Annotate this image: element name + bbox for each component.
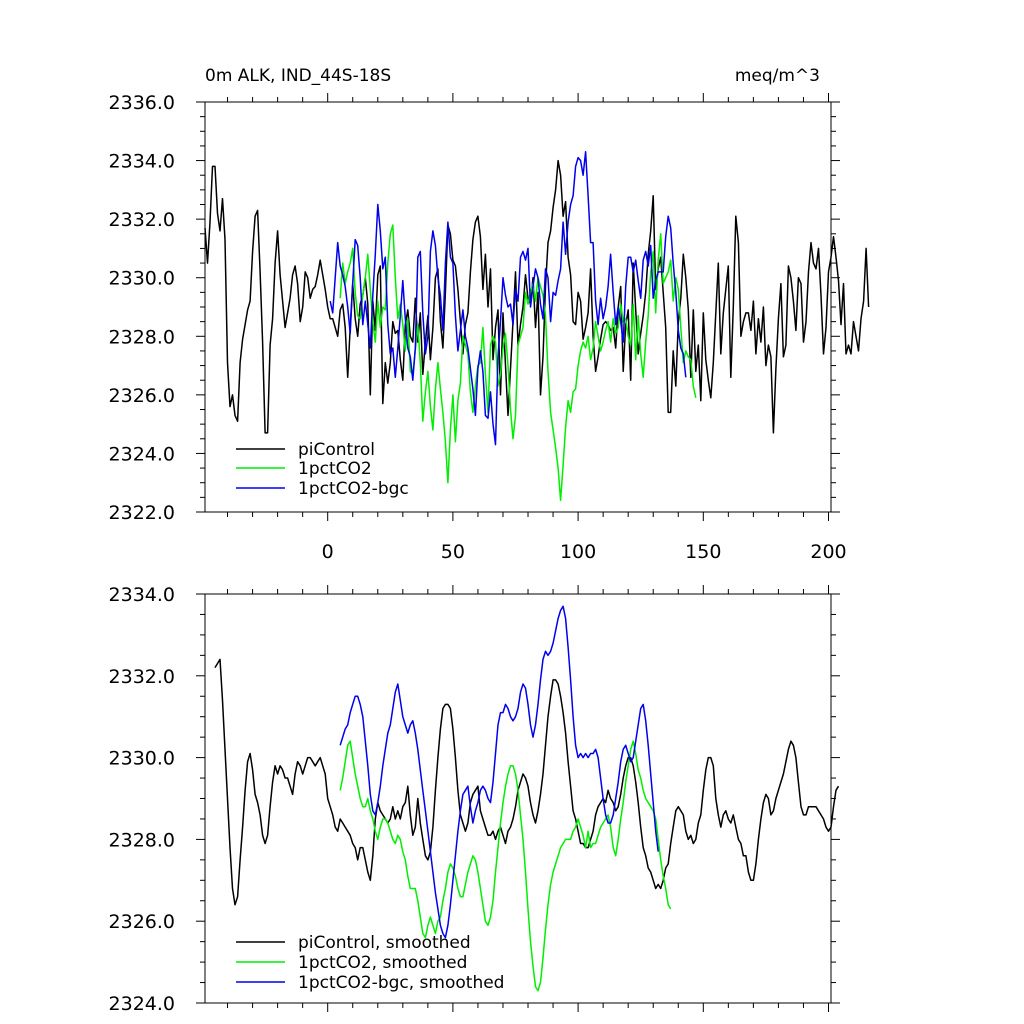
- y-tick-label: 2326.0: [109, 911, 175, 933]
- legend-label-1pctco2: 1pctCO2: [298, 459, 372, 479]
- y-tick-label: 2334.0: [109, 151, 175, 173]
- top-panel-series: [204, 151, 870, 502]
- y-tick-label: 2328.0: [109, 829, 175, 851]
- y-tick-label: 2330.0: [109, 268, 175, 290]
- legend-label-picontrol-smoothed: piControl, smoothed: [298, 933, 471, 953]
- top-panel-title: 0m ALK, IND_44S-18S: [205, 66, 391, 86]
- top-panel-axes: 0 50 100 150 200 2322.0 2324.0 2326.0 2328.0 2330…: [109, 92, 847, 563]
- x-tick-label: 50: [441, 541, 465, 563]
- series-line-1pctco2-smoothed: [339, 740, 672, 992]
- series-line-1pctco2: [339, 224, 697, 502]
- top-panel: 0m ALK, IND_44S-18S meq/m^3 0 50 100 150 200…: [109, 66, 870, 563]
- x-tick-label: 100: [560, 541, 596, 563]
- y-tick-label: 2324.0: [109, 443, 175, 465]
- y-tick-label: 2332.0: [109, 666, 175, 688]
- top-panel-units: meq/m^3: [735, 66, 820, 86]
- legend-label-1pctco2-bgc: 1pctCO2-bgc: [298, 479, 409, 499]
- series-line-1pctco2-bgc: [329, 151, 687, 446]
- bottom-panel-axes: 2324.0 2326.0 2328.0 2330.0 2332.0 2334.0: [109, 584, 840, 1015]
- legend-label-picontrol: piControl: [298, 440, 375, 460]
- y-tick-label: 2332.0: [109, 209, 175, 231]
- y-tick-label: 2322.0: [109, 502, 175, 524]
- bottom-panel: 2324.0 2326.0 2328.0 2330.0 2332.0 2334.0 piC…: [109, 584, 840, 1015]
- y-tick-label: 2324.0: [109, 993, 175, 1015]
- legend-label-1pctco2-bgc-smoothed: 1pctCO2-bgc, smoothed: [298, 973, 504, 993]
- x-tick-label: 0: [322, 541, 334, 563]
- legend-label-1pctco2-smoothed: 1pctCO2, smoothed: [298, 953, 467, 973]
- x-tick-label: 150: [685, 541, 721, 563]
- bottom-panel-legend: piControl, smoothed 1pctCO2, smoothed 1p…: [236, 933, 504, 993]
- y-tick-label: 2336.0: [109, 92, 175, 114]
- series-line-picontrol-smoothed: [214, 658, 840, 906]
- y-tick-label: 2334.0: [109, 584, 175, 606]
- y-tick-label: 2330.0: [109, 748, 175, 770]
- series-line-1pctco2-bgc-smoothed: [339, 605, 659, 939]
- x-tick-label: 200: [810, 541, 846, 563]
- bottom-panel-series: [214, 605, 840, 992]
- series-line-picontrol: [204, 159, 870, 434]
- y-tick-label: 2326.0: [109, 385, 175, 407]
- y-tick-label: 2328.0: [109, 326, 175, 348]
- top-panel-legend: piControl 1pctCO2 1pctCO2-bgc: [236, 440, 409, 499]
